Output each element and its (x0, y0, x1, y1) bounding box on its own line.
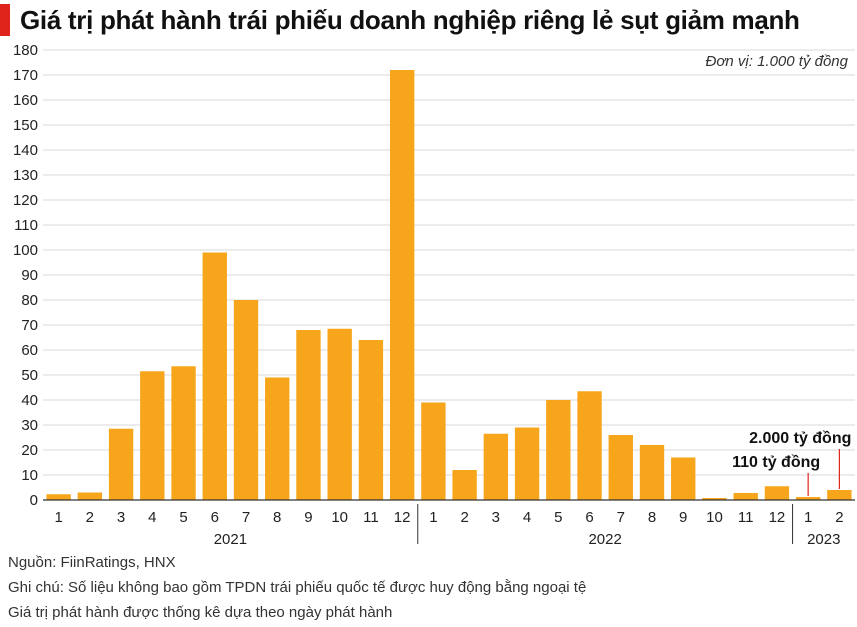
x-tick-label: 3 (492, 509, 500, 526)
x-tick-label: 10 (706, 509, 723, 526)
x-tick-label: 12 (769, 509, 786, 526)
x-tick-label: 3 (117, 509, 125, 526)
notes: Nguồn: FiinRatings, HNX Ghi chú: Số liệu… (8, 550, 848, 625)
bar (514, 427, 540, 500)
y-tick-label: 130 (13, 167, 38, 184)
x-tick-label: 5 (179, 509, 187, 526)
y-tick-label: 10 (21, 467, 38, 484)
bar-chart: 0102030405060708090100110120130140150160… (13, 42, 855, 548)
year-label: 2023 (807, 531, 840, 548)
y-tick-label: 100 (13, 242, 38, 259)
bar (327, 328, 352, 500)
x-tick-label: 4 (148, 509, 156, 526)
bar (733, 493, 758, 500)
x-tick-label: 11 (363, 509, 379, 526)
bar (452, 470, 477, 500)
x-tick-label: 2 (86, 509, 94, 526)
x-tick-label: 11 (738, 509, 754, 526)
x-tick-label: 5 (554, 509, 562, 526)
bar (296, 330, 321, 500)
x-tick-label: 1 (429, 509, 437, 526)
y-tick-label: 40 (21, 392, 38, 409)
x-tick-label: 4 (523, 509, 531, 526)
y-tick-label: 120 (13, 192, 38, 209)
y-tick-label: 0 (30, 492, 38, 509)
y-tick-label: 150 (13, 117, 38, 134)
source-note: Nguồn: FiinRatings, HNX (8, 554, 176, 571)
bar (77, 492, 103, 500)
bar (764, 486, 790, 500)
y-tick-label: 90 (21, 267, 38, 284)
bar (202, 252, 227, 500)
x-tick-label: 8 (273, 509, 281, 526)
method-note: Giá trị phát hành được thống kê dựa theo… (8, 604, 393, 621)
y-tick-label: 60 (21, 342, 38, 359)
y-tick-label: 50 (21, 367, 38, 384)
y-tick-label: 140 (13, 142, 38, 159)
bar (546, 400, 571, 500)
bar (108, 428, 134, 500)
bar (46, 494, 71, 500)
bar (171, 366, 196, 500)
remark-note: Ghi chú: Số liệu không bao gồm TPDN trái… (8, 579, 587, 596)
y-tick-label: 110 (14, 217, 38, 234)
y-tick-label: 160 (13, 92, 38, 109)
bar (233, 300, 259, 500)
bar (827, 490, 852, 500)
bar (483, 433, 509, 500)
x-tick-label: 10 (331, 509, 348, 526)
bar (577, 391, 602, 500)
year-label: 2021 (214, 531, 247, 548)
title-accent-bar (0, 4, 10, 36)
unit-label: Đơn vị: 1.000 tỷ đồng (706, 53, 849, 70)
bar (389, 70, 415, 500)
x-tick-label: 6 (585, 509, 593, 526)
bar (639, 445, 665, 500)
x-tick-label: 12 (394, 509, 411, 526)
bar (608, 435, 633, 500)
x-tick-label: 1 (54, 509, 62, 526)
bar (702, 498, 727, 500)
bar (140, 371, 165, 500)
annotation-label: 2.000 tỷ đồng (749, 430, 851, 447)
bar (265, 377, 290, 500)
year-label: 2022 (588, 531, 621, 548)
chart-title: Giá trị phát hành trái phiếu doanh nghiệ… (20, 4, 800, 35)
bar (421, 402, 446, 500)
title-bar: Giá trị phát hành trái phiếu doanh nghiệ… (0, 0, 857, 40)
y-tick-label: 70 (21, 317, 38, 334)
bar (671, 457, 696, 500)
y-tick-label: 170 (13, 67, 38, 84)
x-tick-label: 7 (617, 509, 625, 526)
x-tick-label: 8 (648, 509, 656, 526)
x-tick-label: 9 (679, 509, 687, 526)
x-tick-label: 2 (460, 509, 468, 526)
y-tick-label: 30 (21, 417, 38, 434)
x-tick-label: 6 (211, 509, 219, 526)
x-tick-label: 2 (835, 509, 843, 526)
x-tick-label: 7 (242, 509, 250, 526)
y-tick-label: 80 (21, 292, 38, 309)
bar (358, 340, 384, 500)
y-tick-label: 180 (13, 42, 38, 59)
x-tick-label: 9 (304, 509, 312, 526)
annotation-label: 110 tỷ đồng (732, 454, 820, 471)
y-tick-label: 20 (21, 442, 38, 459)
bar (795, 497, 821, 500)
x-tick-label: 1 (804, 509, 812, 526)
